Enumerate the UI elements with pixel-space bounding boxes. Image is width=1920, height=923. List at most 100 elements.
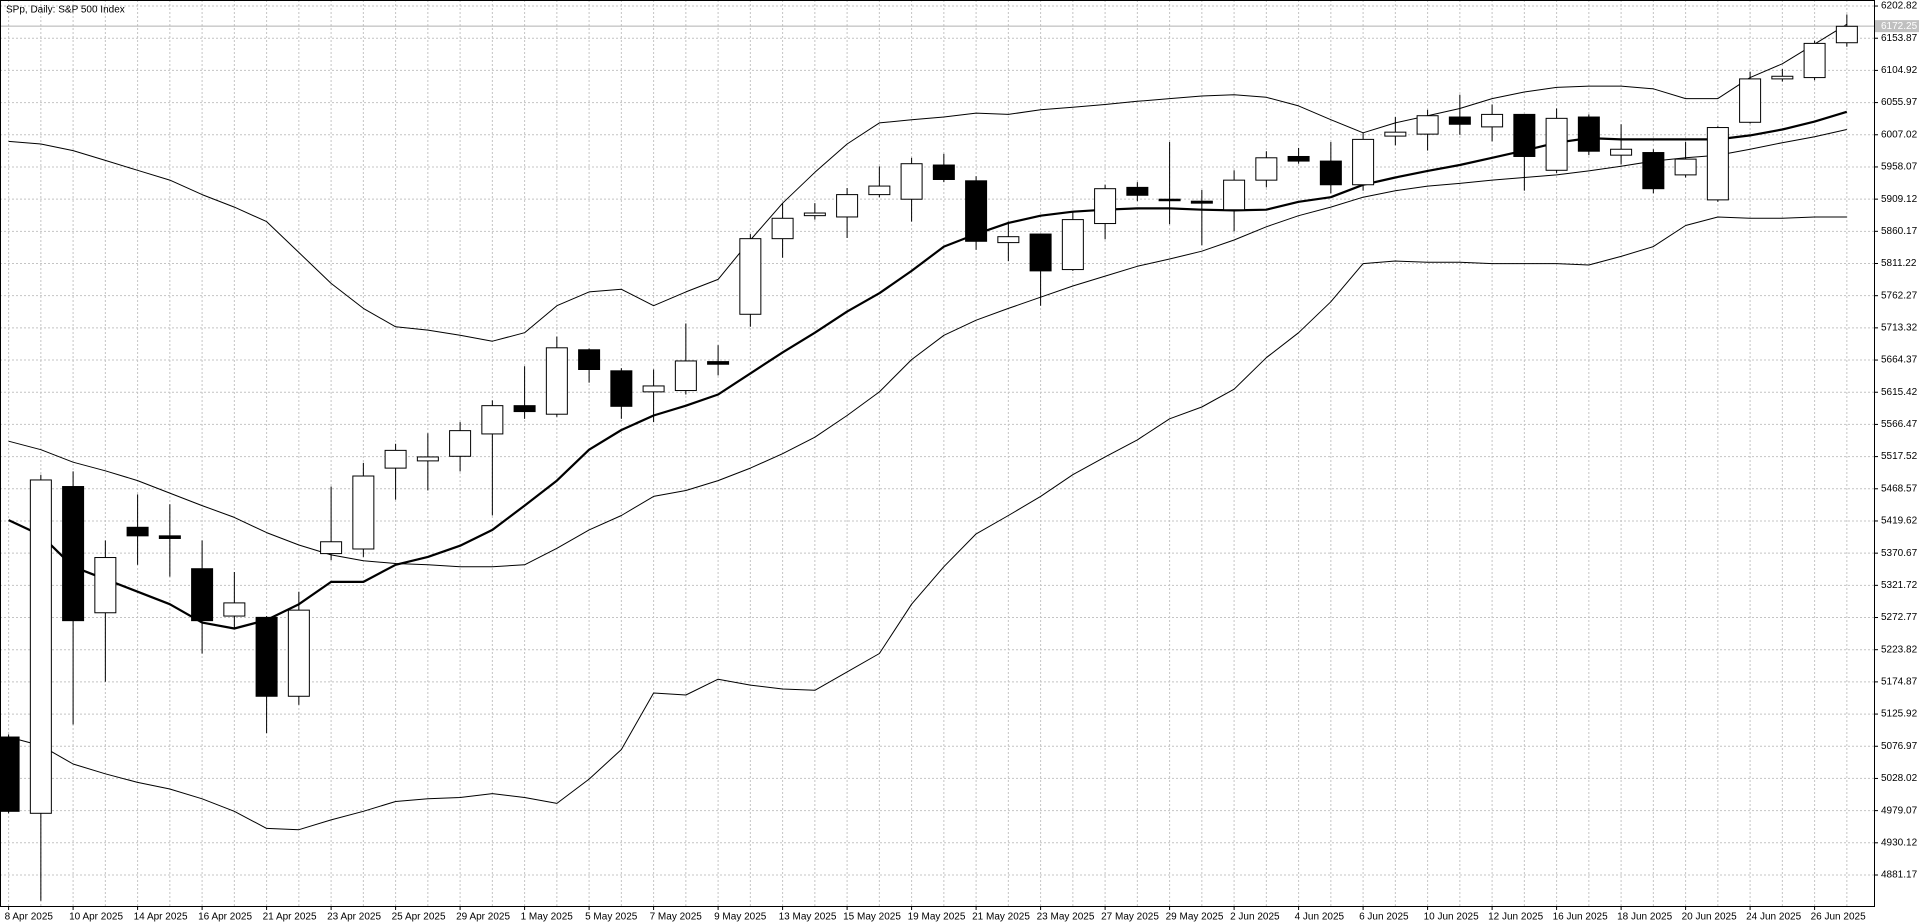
candle-body [0, 736, 20, 812]
y-tick-label: 5125.92 [1881, 709, 1918, 720]
candle-body [739, 238, 762, 315]
x-tick-label: 20 Jun 2025 [1682, 912, 1737, 923]
candle-body [320, 541, 343, 555]
candle-body [642, 385, 665, 393]
y-tick-label: 5909.12 [1881, 194, 1918, 205]
candle-body [1448, 116, 1471, 125]
candle-body [545, 347, 568, 415]
x-tick-label: 26 Jun 2025 [1811, 912, 1866, 923]
bollinger-lower [8, 216, 1847, 831]
grid [0, 0, 1874, 906]
y-tick-label: 5762.27 [1881, 290, 1918, 301]
candle-body [352, 475, 375, 550]
candle-body [1190, 200, 1213, 204]
candle-body [1029, 233, 1052, 272]
y-tick-label: 5566.47 [1881, 419, 1918, 430]
candles [0, 14, 1858, 901]
candle-body [223, 602, 246, 617]
x-tick-label: 18 Jun 2025 [1617, 912, 1672, 923]
x-tick-label: 19 May 2025 [908, 912, 966, 923]
candle-body [578, 349, 601, 371]
y-tick-label: 5272.77 [1881, 612, 1918, 623]
candle-body [1416, 115, 1439, 135]
indicators [0, 23, 1874, 831]
candle-body [449, 430, 472, 457]
y-tick-label: 5664.37 [1881, 355, 1918, 366]
y-tick-label: 5958.07 [1881, 162, 1918, 173]
candle-body [1642, 152, 1665, 190]
y-tick-label: 5321.72 [1881, 580, 1918, 591]
plot-frame [0, 0, 1875, 907]
bollinger-upper [8, 23, 1848, 342]
candle-body [707, 361, 730, 365]
x-tick-label: 9 May 2025 [714, 912, 767, 923]
y-tick-label: 5713.32 [1881, 323, 1918, 334]
candle-body [1706, 127, 1729, 201]
candle-body [1513, 113, 1536, 157]
y-tick-label: 5370.67 [1881, 548, 1918, 559]
candle-body [674, 360, 697, 392]
candle-body [191, 568, 214, 622]
candle-body [416, 456, 439, 462]
candle-body [1771, 75, 1794, 80]
y-tick-label: 6055.97 [1881, 97, 1918, 108]
x-tick-label: 12 Jun 2025 [1488, 912, 1543, 923]
candle-body [1126, 186, 1149, 196]
candle-body [29, 479, 52, 814]
x-tick-label: 14 Apr 2025 [134, 912, 188, 923]
candle-body [1223, 179, 1246, 211]
y-tick-label: 5615.42 [1881, 387, 1918, 398]
x-tick-label: 2 Jun 2025 [1230, 912, 1280, 923]
candle-body [965, 180, 988, 242]
y-tick-label: 6202.82 [1881, 1, 1918, 12]
y-tick-label: 4930.12 [1881, 837, 1918, 848]
y-tick-label: 5223.82 [1881, 644, 1918, 655]
x-tick-label: 15 May 2025 [843, 912, 901, 923]
y-tick-label: 5811.22 [1881, 258, 1917, 269]
last-price-label: 6172.25 [1881, 21, 1918, 32]
candle-body [158, 535, 181, 539]
candle-body [1319, 160, 1342, 186]
x-tick-label: 27 May 2025 [1101, 912, 1159, 923]
candle-body [1061, 219, 1084, 271]
candle-body [771, 217, 794, 240]
x-tick-label: 13 May 2025 [779, 912, 837, 923]
candle-body [126, 526, 149, 537]
candle-body [1835, 25, 1858, 44]
x-tick-label: 10 Apr 2025 [69, 912, 123, 923]
candle-body [610, 370, 633, 407]
x-tick-label: 25 Apr 2025 [392, 912, 446, 923]
x-tick-label: 23 Apr 2025 [327, 912, 381, 923]
candle-body [1577, 116, 1600, 152]
x-tick-label: 29 Apr 2025 [456, 912, 510, 923]
candle-body [1255, 157, 1278, 181]
candle-body [1481, 113, 1504, 128]
candle-body [997, 236, 1020, 244]
candle-body [1674, 158, 1697, 176]
candle-body [384, 449, 407, 469]
y-tick-label: 5517.52 [1881, 451, 1918, 462]
x-tick-label: 4 Jun 2025 [1295, 912, 1345, 923]
candle-body [932, 164, 955, 180]
candle-body [900, 163, 923, 200]
candle-body [1158, 198, 1181, 202]
y-tick-label: 4881.17 [1881, 870, 1918, 881]
x-tick-label: 21 Apr 2025 [263, 912, 317, 923]
candle-body [62, 486, 85, 622]
chart-title: SPp, Daily: S&P 500 Index [6, 5, 125, 16]
candle-body [836, 194, 859, 218]
y-tick-label: 6104.92 [1881, 65, 1918, 76]
x-tick-label: 8 Apr 2025 [5, 912, 54, 923]
candle-body [1610, 148, 1633, 156]
y-tick-label: 6153.87 [1881, 33, 1918, 44]
x-tick-label: 6 Jun 2025 [1359, 912, 1409, 923]
moving-average [8, 110, 1848, 630]
candle-body [1094, 188, 1117, 225]
x-tick-label: 16 Jun 2025 [1553, 912, 1608, 923]
y-tick-label: 4979.07 [1881, 805, 1918, 816]
x-tick-label: 1 May 2025 [521, 912, 574, 923]
